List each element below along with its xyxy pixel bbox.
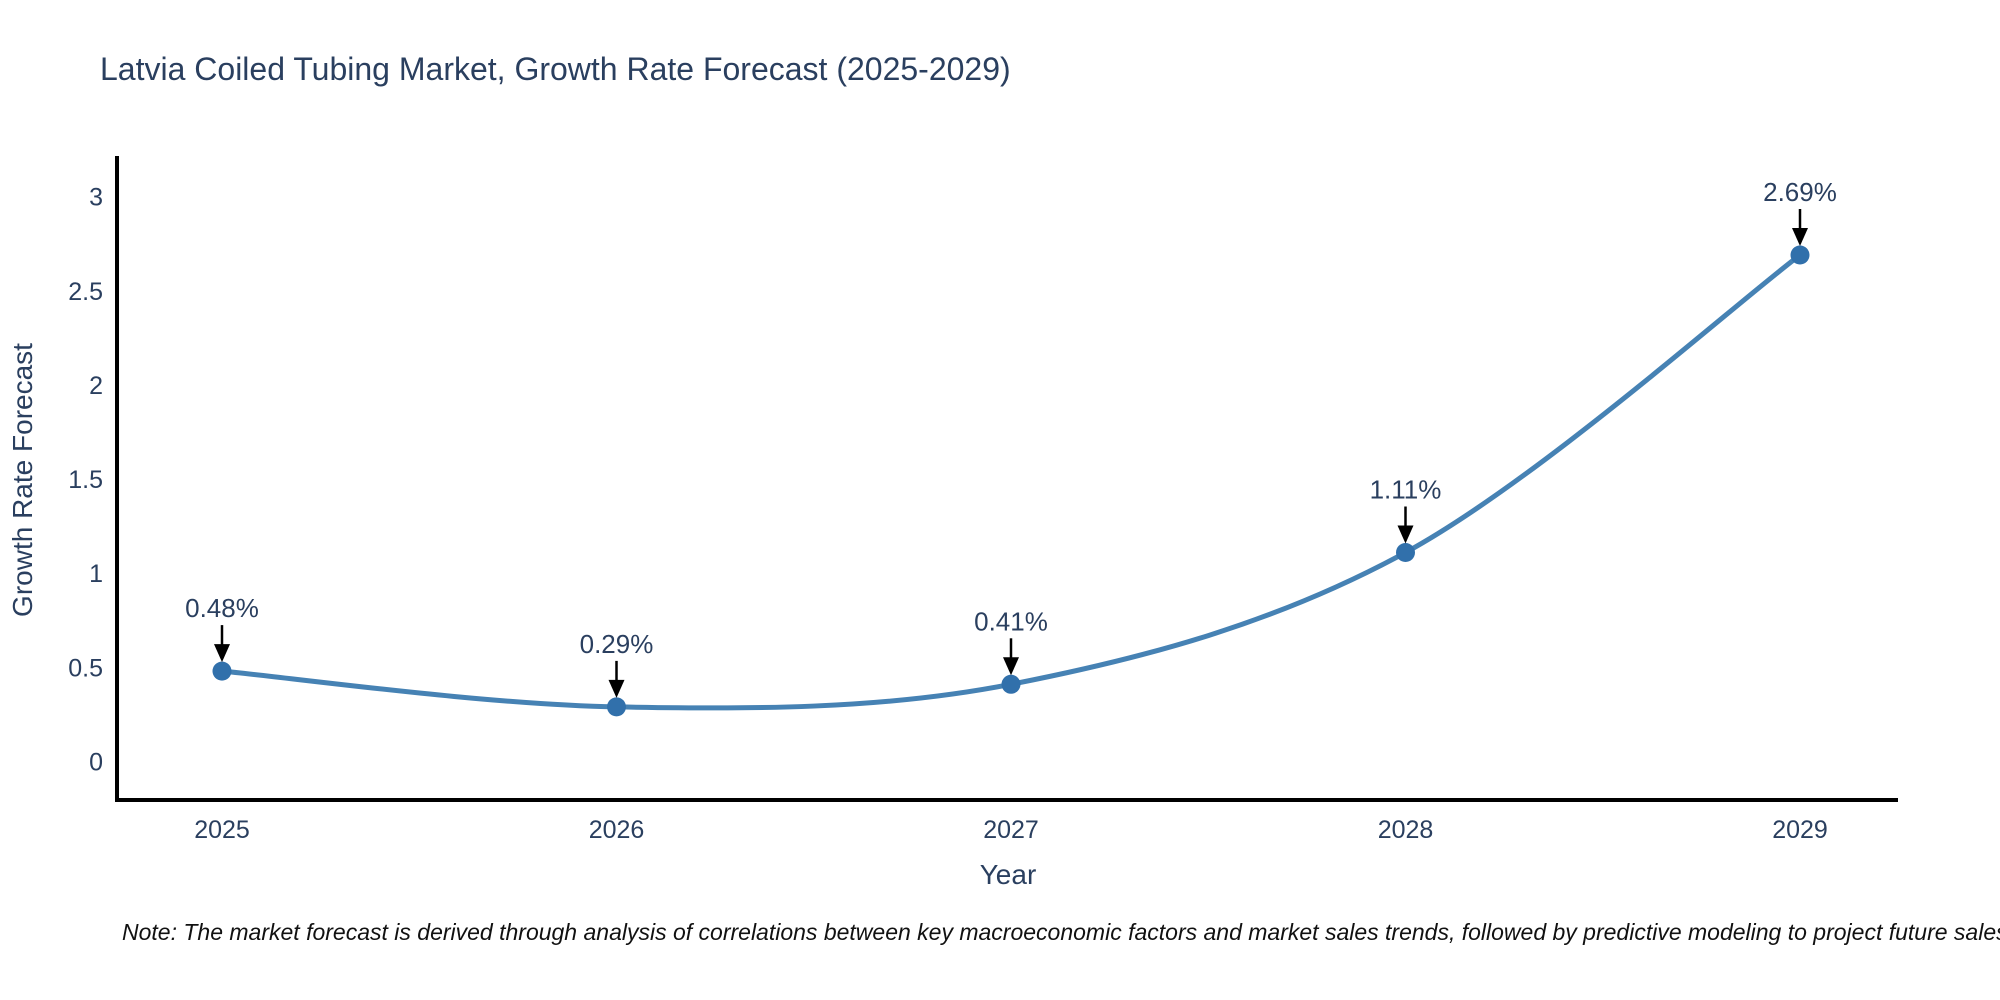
annotation-arrowhead-icon — [214, 644, 230, 663]
y-tick-label: 2.5 — [68, 278, 103, 306]
x-tick-label: 2026 — [589, 816, 645, 844]
x-axis-title: Year — [980, 859, 1037, 890]
data-point-markers — [212, 245, 1810, 717]
y-tick-label: 0 — [89, 749, 103, 777]
y-tick-label: 3 — [89, 184, 103, 212]
point-annotations: 0.48% 0.29% 0.41% 1.11% 2.69% — [185, 177, 1837, 698]
chart-title: Latvia Coiled Tubing Market, Growth Rate… — [100, 51, 1011, 87]
data-point-marker — [212, 661, 232, 681]
data-point-marker — [1396, 543, 1415, 562]
x-tick-label: 2029 — [1772, 816, 1828, 844]
data-point-marker — [1001, 674, 1021, 694]
y-axis-tick-labels: 0 0.5 1 1.5 2 2.5 3 — [68, 184, 103, 777]
point-value-label: 0.29% — [580, 629, 654, 659]
x-tick-label: 2027 — [983, 816, 1039, 844]
trend-line — [219, 252, 1803, 711]
point-value-label: 1.11% — [1370, 475, 1442, 505]
x-tick-label: 2028 — [1378, 816, 1434, 844]
x-axis-tick-labels: 2025 2026 2027 2028 2029 — [194, 816, 1828, 844]
y-tick-label: 0.5 — [68, 654, 103, 682]
annotation-arrowhead-icon — [1003, 657, 1019, 676]
data-point-marker — [607, 697, 626, 717]
annotation-arrowhead-icon — [608, 679, 625, 698]
annotation-arrowhead-icon — [1397, 525, 1414, 544]
x-tick-label: 2025 — [194, 816, 250, 844]
y-tick-label: 1 — [89, 560, 103, 588]
point-value-label: 2.69% — [1763, 177, 1837, 207]
point-value-label: 0.48% — [185, 593, 259, 623]
y-tick-label: 1.5 — [68, 466, 103, 494]
data-point-marker — [1790, 245, 1810, 265]
footnote: Note: The market forecast is derived thr… — [122, 919, 2000, 945]
point-value-label: 0.41% — [974, 606, 1048, 636]
y-axis-title: Growth Rate Forecast — [7, 343, 38, 617]
annotation-arrowhead-icon — [1792, 228, 1808, 246]
y-tick-label: 2 — [89, 372, 103, 400]
